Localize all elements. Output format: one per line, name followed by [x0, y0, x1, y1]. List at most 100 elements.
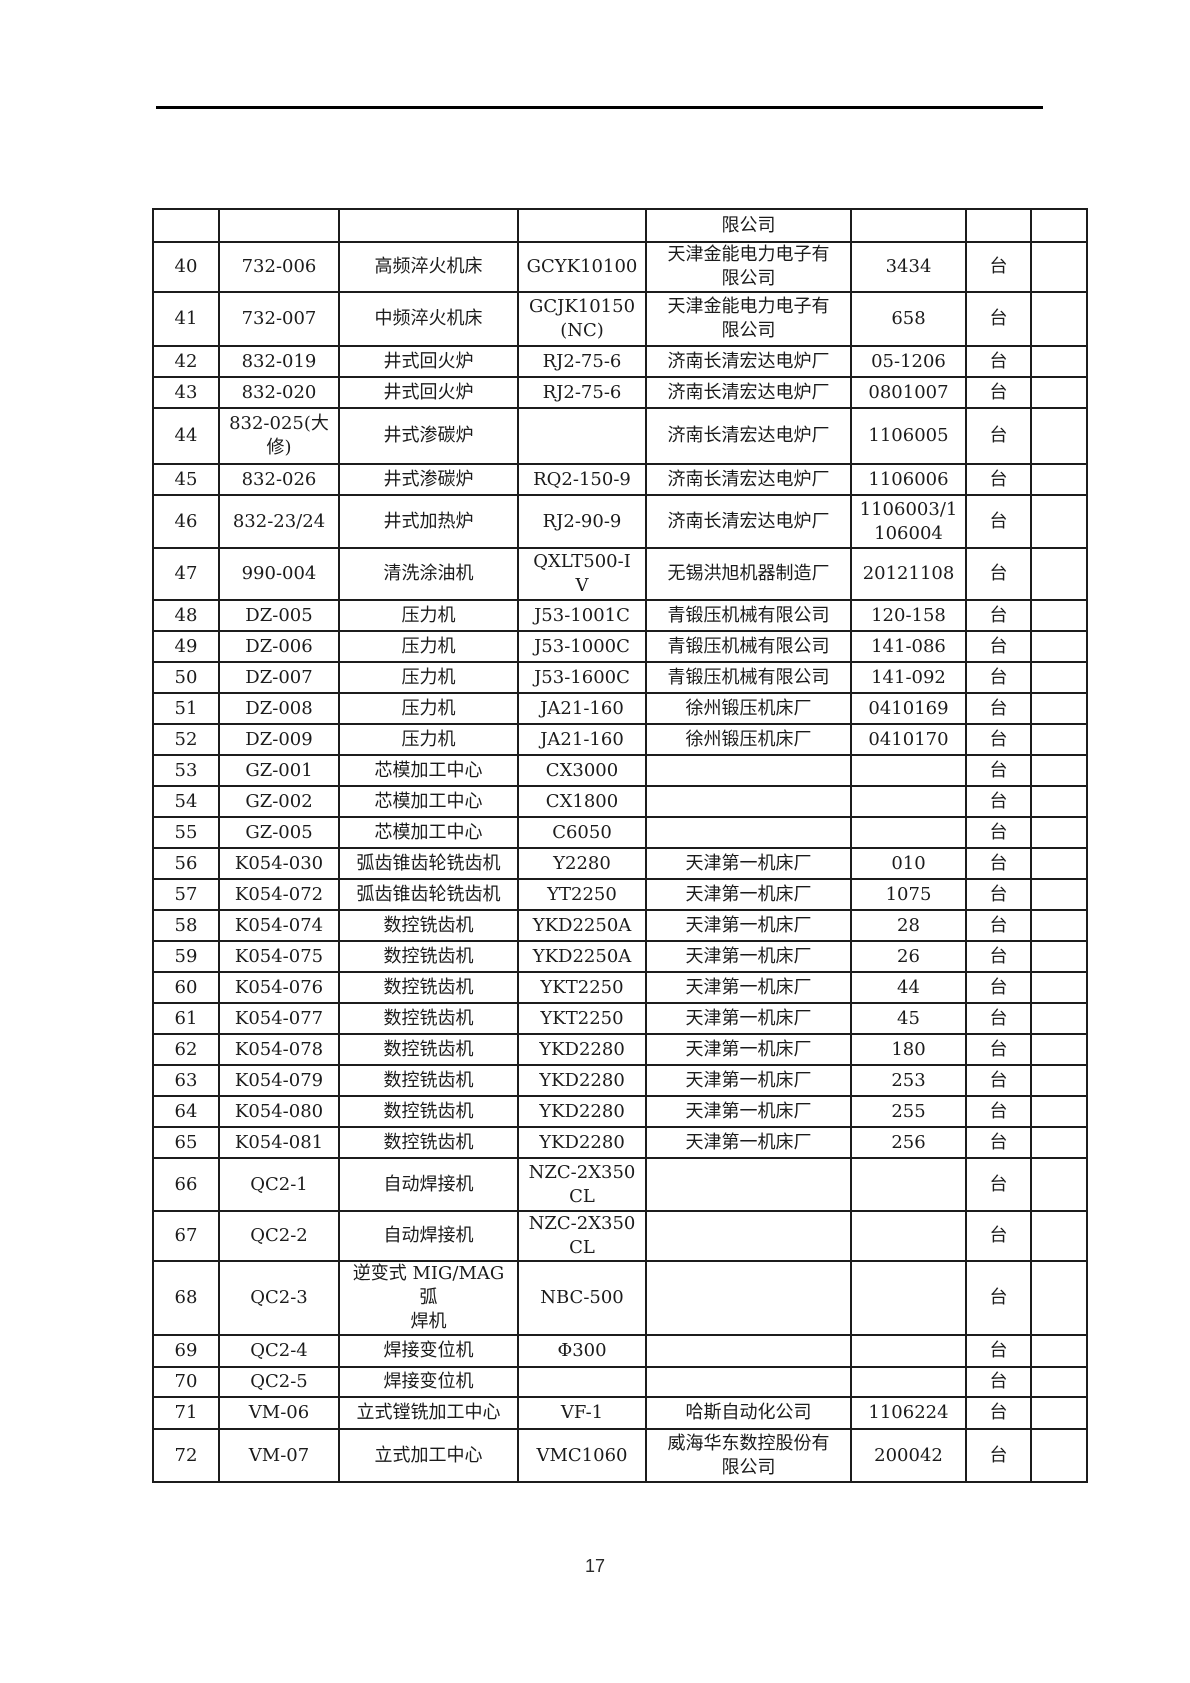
model-cell	[517, 208, 647, 243]
manufacturer-cell: 无锡洪旭机器制造厂	[645, 547, 852, 601]
equipment-name-cell: 高频淬火机床	[338, 241, 519, 293]
unit-cell: 台	[965, 1095, 1032, 1128]
equipment-name-cell: 立式镗铣加工中心	[338, 1396, 519, 1430]
manufacturer-cell	[645, 785, 852, 818]
serial-number-cell	[850, 1210, 967, 1262]
equipment-name-cell: 自动焊接机	[338, 1157, 519, 1212]
asset-code-cell: QC2-3	[218, 1260, 340, 1336]
serial-number-cell: 141-086	[850, 630, 967, 663]
extra-cell	[1030, 1095, 1088, 1128]
equipment-name-cell: 自动焊接机	[338, 1210, 519, 1262]
manufacturer-cell: 济南长清宏达电炉厂	[645, 463, 852, 496]
row-number-cell: 69	[152, 1334, 220, 1368]
extra-cell	[1030, 1210, 1088, 1262]
unit-cell: 台	[965, 599, 1032, 632]
model-cell: Y2280	[517, 847, 647, 880]
row-number-cell: 43	[152, 376, 220, 409]
extra-cell	[1030, 1064, 1088, 1097]
row-number-cell: 56	[152, 847, 220, 880]
model-cell: YKD2250A	[517, 940, 647, 973]
equipment-name-cell: 数控铣齿机	[338, 1064, 519, 1097]
extra-cell	[1030, 1396, 1088, 1430]
unit-cell: 台	[965, 345, 1032, 378]
extra-cell	[1030, 878, 1088, 911]
unit-cell: 台	[965, 785, 1032, 818]
unit-cell: 台	[965, 847, 1032, 880]
serial-number-cell: 180	[850, 1033, 967, 1066]
table-row: 68 QC2-3 逆变式 MIG/MAG 弧 焊机 NBC-500 台	[152, 1260, 1088, 1336]
model-cell: NBC-500	[517, 1260, 647, 1336]
unit-cell: 台	[965, 1396, 1032, 1430]
asset-code-cell: K054-077	[218, 1002, 340, 1035]
row-number-cell: 57	[152, 878, 220, 911]
serial-number-cell: 253	[850, 1064, 967, 1097]
model-cell: GCJK10150 (NC)	[517, 291, 647, 347]
model-cell: NZC-2X350 CL	[517, 1210, 647, 1262]
row-number-cell: 71	[152, 1396, 220, 1430]
manufacturer-cell: 青锻压机械有限公司	[645, 661, 852, 694]
asset-code-cell	[218, 208, 340, 243]
table-row: 47 990-004 清洗涂油机 QXLT500-I V 无锡洪旭机器制造厂 201211…	[152, 547, 1088, 601]
manufacturer-cell	[645, 754, 852, 787]
equipment-name-cell: 井式渗碳炉	[338, 463, 519, 496]
equipment-name-cell: 井式加热炉	[338, 494, 519, 549]
row-number-cell: 67	[152, 1210, 220, 1262]
table-row: 69 QC2-4 焊接变位机 Φ300 台	[152, 1334, 1088, 1368]
equipment-name-cell: 压力机	[338, 723, 519, 756]
manufacturer-cell	[645, 1334, 852, 1368]
model-cell: YKT2250	[517, 971, 647, 1004]
equipment-name-cell: 立式加工中心	[338, 1428, 519, 1483]
asset-code-cell: 990-004	[218, 547, 340, 601]
manufacturer-cell	[645, 1157, 852, 1212]
row-number-cell: 40	[152, 241, 220, 293]
table-row: 43 832-020 井式回火炉 RJ2-75-6 济南长清宏达电炉厂 0801007 台	[152, 376, 1088, 409]
model-cell: YKD2250A	[517, 909, 647, 942]
model-cell: QXLT500-I V	[517, 547, 647, 601]
unit-cell: 台	[965, 816, 1032, 849]
unit-cell: 台	[965, 1210, 1032, 1262]
row-number-cell	[152, 208, 220, 243]
manufacturer-cell: 青锻压机械有限公司	[645, 599, 852, 632]
unit-cell: 台	[965, 940, 1032, 973]
table-row: 59 K054-075 数控铣齿机 YKD2250A 天津第一机床厂 26 台	[152, 940, 1088, 973]
extra-cell	[1030, 847, 1088, 880]
header-rule	[156, 106, 1043, 109]
model-cell	[517, 407, 647, 465]
serial-number-cell	[850, 1157, 967, 1212]
row-number-cell: 72	[152, 1428, 220, 1483]
unit-cell: 台	[965, 1033, 1032, 1066]
manufacturer-cell: 天津第一机床厂	[645, 1095, 852, 1128]
serial-number-cell: 45	[850, 1002, 967, 1035]
extra-cell	[1030, 1334, 1088, 1368]
equipment-name-cell: 井式回火炉	[338, 345, 519, 378]
serial-number-cell	[850, 208, 967, 243]
table-row: 60 K054-076 数控铣齿机 YKT2250 天津第一机床厂 44 台	[152, 971, 1088, 1004]
unit-cell: 台	[965, 878, 1032, 911]
serial-number-cell: 44	[850, 971, 967, 1004]
serial-number-cell: 120-158	[850, 599, 967, 632]
asset-code-cell: GZ-002	[218, 785, 340, 818]
extra-cell	[1030, 1033, 1088, 1066]
extra-cell	[1030, 376, 1088, 409]
equipment-name-cell: 压力机	[338, 661, 519, 694]
extra-cell	[1030, 785, 1088, 818]
asset-code-cell: VM-07	[218, 1428, 340, 1483]
extra-cell	[1030, 723, 1088, 756]
equipment-name-cell: 数控铣齿机	[338, 1002, 519, 1035]
manufacturer-cell	[645, 1210, 852, 1262]
asset-code-cell: QC2-5	[218, 1366, 340, 1398]
unit-cell: 台	[965, 407, 1032, 465]
serial-number-cell: 3434	[850, 241, 967, 293]
unit-cell: 台	[965, 1260, 1032, 1336]
table-row: 限公司	[152, 208, 1088, 243]
unit-cell: 台	[965, 463, 1032, 496]
manufacturer-cell: 天津金能电力电子有 限公司	[645, 291, 852, 347]
manufacturer-cell: 天津第一机床厂	[645, 909, 852, 942]
asset-code-cell: DZ-009	[218, 723, 340, 756]
serial-number-cell	[850, 1260, 967, 1336]
model-cell: CX1800	[517, 785, 647, 818]
table-row: 63 K054-079 数控铣齿机 YKD2280 天津第一机床厂 253 台	[152, 1064, 1088, 1097]
serial-number-cell	[850, 754, 967, 787]
table-row: 56 K054-030 弧齿锥齿轮铣齿机 Y2280 天津第一机床厂 010 台	[152, 847, 1088, 880]
